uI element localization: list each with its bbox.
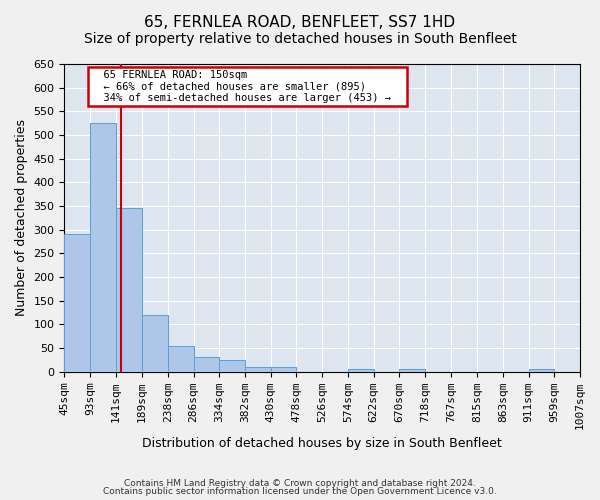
Bar bbox=[529, 370, 554, 372]
Bar bbox=[90, 123, 116, 372]
Bar bbox=[64, 234, 90, 372]
Text: Size of property relative to detached houses in South Benfleet: Size of property relative to detached ho… bbox=[83, 32, 517, 46]
Bar bbox=[219, 360, 245, 372]
Bar bbox=[400, 370, 425, 372]
Bar bbox=[245, 367, 271, 372]
Bar bbox=[348, 370, 374, 372]
Text: Contains public sector information licensed under the Open Government Licence v3: Contains public sector information licen… bbox=[103, 487, 497, 496]
Bar bbox=[168, 346, 194, 372]
Text: Contains HM Land Registry data © Crown copyright and database right 2024.: Contains HM Land Registry data © Crown c… bbox=[124, 478, 476, 488]
Bar bbox=[194, 358, 219, 372]
Bar bbox=[142, 315, 168, 372]
Y-axis label: Number of detached properties: Number of detached properties bbox=[15, 120, 28, 316]
Bar bbox=[116, 208, 142, 372]
X-axis label: Distribution of detached houses by size in South Benfleet: Distribution of detached houses by size … bbox=[142, 437, 502, 450]
Text: 65 FERNLEA ROAD: 150sqm  
  ← 66% of detached houses are smaller (895)  
  34% o: 65 FERNLEA ROAD: 150sqm ← 66% of detache… bbox=[91, 70, 404, 103]
Text: 65, FERNLEA ROAD, BENFLEET, SS7 1HD: 65, FERNLEA ROAD, BENFLEET, SS7 1HD bbox=[145, 15, 455, 30]
Bar bbox=[271, 367, 296, 372]
